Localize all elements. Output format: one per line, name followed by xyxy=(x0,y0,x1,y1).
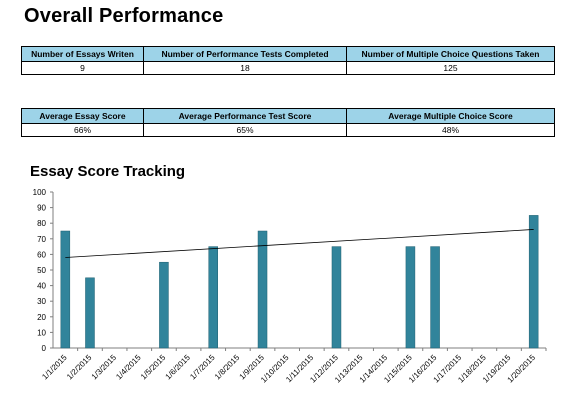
average-score-table: Average Essay Score Average Performance … xyxy=(21,108,555,137)
x-tick-label: 1/4/2015 xyxy=(114,353,143,382)
bar xyxy=(528,215,539,349)
avg-mcq-value: 48% xyxy=(346,123,555,137)
trendline xyxy=(65,229,534,258)
bar xyxy=(85,277,95,349)
bar xyxy=(257,230,268,349)
y-tick-label: 80 xyxy=(37,219,46,228)
bar xyxy=(60,230,71,349)
bar xyxy=(208,246,218,349)
y-tick-label: 100 xyxy=(33,188,47,197)
bar xyxy=(331,246,342,349)
y-tick-label: 70 xyxy=(37,235,46,244)
avg-essay-value: 66% xyxy=(21,123,144,137)
essays-written-value: 9 xyxy=(21,61,144,75)
x-tick-label: 1/6/2015 xyxy=(164,353,193,382)
avg-essay-header: Average Essay Score xyxy=(21,108,144,124)
bar xyxy=(159,261,169,349)
essay-score-chart: 01020304050607080901001/1/20151/2/20151/… xyxy=(33,188,547,385)
avg-mcq-header: Average Multiple Choice Score xyxy=(346,108,555,124)
x-tick-label: 1/5/2015 xyxy=(139,353,168,382)
x-tick-label: 1/7/2015 xyxy=(188,353,217,382)
performance-tests-header: Number of Performance Tests Completed xyxy=(143,46,347,62)
page-title: Overall Performance xyxy=(24,5,224,27)
y-tick-label: 40 xyxy=(37,282,46,291)
table-header-row: Number of Essays Writen Number of Perfor… xyxy=(21,46,555,62)
y-tick-label: 20 xyxy=(37,313,46,322)
y-tick-label: 50 xyxy=(37,266,46,275)
y-tick-label: 60 xyxy=(37,250,46,259)
y-tick-label: 10 xyxy=(37,328,46,337)
y-tick-label: 90 xyxy=(37,204,46,213)
bar xyxy=(405,246,416,349)
avg-performance-header: Average Performance Test Score xyxy=(143,108,347,124)
table-row: 66% 65% 48% xyxy=(21,123,555,137)
mcq-taken-value: 125 xyxy=(346,61,555,75)
mcq-taken-header: Number of Multiple Choice Questions Take… xyxy=(346,46,555,62)
essays-written-header: Number of Essays Writen xyxy=(21,46,144,62)
chart-title: Essay Score Tracking xyxy=(30,163,186,180)
table-header-row: Average Essay Score Average Performance … xyxy=(21,108,555,124)
activity-count-table: Number of Essays Writen Number of Perfor… xyxy=(21,46,555,75)
performance-tests-value: 18 xyxy=(143,61,347,75)
y-tick-label: 0 xyxy=(42,344,47,353)
y-tick-label: 30 xyxy=(37,297,46,306)
x-tick-label: 1/8/2015 xyxy=(213,353,242,382)
bar xyxy=(430,246,440,349)
avg-performance-value: 65% xyxy=(143,123,347,137)
x-tick-label: 1/3/2015 xyxy=(90,353,119,382)
table-row: 9 18 125 xyxy=(21,61,555,75)
x-tick-label: 1/1/2015 xyxy=(40,353,69,382)
x-tick-label: 1/2/2015 xyxy=(65,353,94,382)
